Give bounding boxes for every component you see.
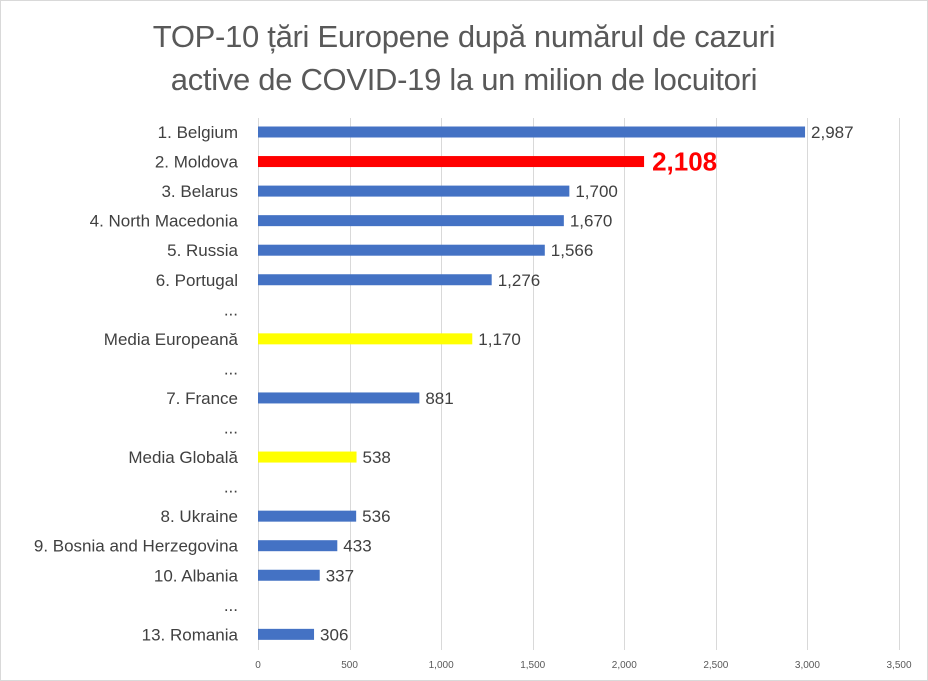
- value-label: 538: [363, 448, 391, 467]
- category-label: Media Europeană: [104, 330, 239, 349]
- x-tick-label: 3,000: [795, 660, 820, 671]
- bar: [258, 215, 564, 227]
- value-label: 1,700: [575, 182, 618, 201]
- value-label: 1,566: [551, 241, 594, 260]
- category-label: 13. Romania: [142, 625, 239, 644]
- category-label: 4. North Macedonia: [90, 212, 239, 231]
- category-labels: 1. Belgium 2. Moldova 3. Belarus 4. North M…: [34, 123, 239, 644]
- category-label: 7. France: [166, 389, 238, 408]
- ellipsis-label: ...: [224, 596, 238, 615]
- x-axis-tick-labels: 0 500 1,000 1,500 2,000 2,500 3,000 3,500: [255, 660, 912, 671]
- bar: [258, 244, 545, 256]
- x-tick-label: 500: [341, 660, 358, 671]
- value-label: 2,108: [652, 147, 717, 177]
- bar: [258, 451, 357, 463]
- value-label: 1,670: [570, 212, 613, 231]
- category-label: 6. Portugal: [156, 271, 238, 290]
- category-label: 1. Belgium: [158, 123, 238, 142]
- x-tick-label: 2,000: [612, 660, 637, 671]
- x-tick-label: 0: [255, 660, 261, 671]
- ellipsis-label: ...: [224, 359, 238, 378]
- chart-title-line-1: TOP-10 țări Europene după numărul de caz…: [152, 19, 776, 54]
- bar: [258, 185, 570, 197]
- value-label: 337: [326, 566, 354, 585]
- bar: [258, 628, 315, 640]
- value-label: 1,276: [498, 271, 541, 290]
- category-label: 5. Russia: [167, 241, 238, 260]
- bars: [258, 126, 806, 640]
- x-tick-label: 1,000: [429, 660, 454, 671]
- value-labels: 2,987 2,108 1,700 1,670 1,566 1,276 1,170 881 53…: [320, 123, 854, 644]
- ellipsis-label: ...: [224, 478, 238, 497]
- category-label: 8. Ukraine: [161, 507, 238, 526]
- value-label: 2,987: [811, 123, 854, 142]
- bar: [258, 392, 420, 404]
- value-label: 536: [362, 507, 390, 526]
- category-label: 3. Belarus: [161, 182, 238, 201]
- value-label: 881: [425, 389, 453, 408]
- bar: [258, 540, 338, 552]
- value-label: 1,170: [478, 330, 521, 349]
- chart-title-line-2: active de COVID-19 la un milion de locui…: [170, 62, 758, 97]
- ellipsis-label: ...: [224, 300, 238, 319]
- bar: [258, 569, 320, 581]
- bar: [258, 510, 357, 522]
- value-label: 306: [320, 625, 348, 644]
- ellipsis-label: ...: [224, 419, 238, 438]
- category-label: Media Globală: [128, 448, 238, 467]
- bar: [258, 333, 473, 345]
- x-tick-label: 1,500: [520, 660, 545, 671]
- value-label: 433: [343, 537, 371, 556]
- gridlines: [258, 118, 900, 650]
- bar: [258, 126, 806, 138]
- bar: [258, 274, 492, 286]
- category-label: 10. Albania: [154, 566, 239, 585]
- x-tick-label: 2,500: [703, 660, 728, 671]
- category-label: 9. Bosnia and Herzegovina: [34, 537, 239, 556]
- x-tick-label: 3,500: [886, 660, 911, 671]
- bar: [258, 156, 645, 168]
- category-label: 2. Moldova: [155, 153, 239, 172]
